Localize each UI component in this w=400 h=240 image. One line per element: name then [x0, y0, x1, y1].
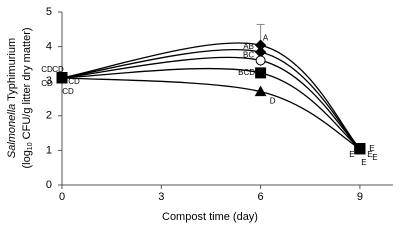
x-axis-label: Compost time (day): [162, 211, 258, 223]
marker: [254, 85, 267, 97]
x-tick-label: 0: [59, 191, 65, 203]
series-line: [61, 48, 361, 150]
series-line: [61, 77, 361, 150]
letter-annotation: CD: [41, 79, 53, 88]
letter-annotation: E: [372, 153, 377, 162]
x-tick-label: 6: [258, 191, 264, 203]
y-tick-label: 5: [46, 6, 52, 18]
series-line: [61, 67, 361, 150]
letter-annotation: E: [369, 144, 374, 153]
x-tick-label: 9: [357, 191, 363, 203]
marker: [354, 143, 366, 155]
y-tick-label: 3: [46, 75, 52, 87]
letter-annotation: CD: [62, 87, 74, 96]
letter-annotation: CD: [41, 65, 53, 74]
y-tick-label: 0: [46, 179, 52, 191]
letter-annotation: AB: [243, 42, 254, 51]
letter-annotation: D: [270, 97, 276, 106]
y-label-italic: Salmonella: [6, 104, 18, 158]
letter-annotation: E: [361, 158, 366, 167]
y-label-rest: Typhimurium: [6, 38, 18, 101]
y-label-part: (log: [21, 150, 33, 168]
y-tick-label: 4: [46, 41, 52, 53]
y-axis-label: (log10 CFU/g litter dry matter): [21, 27, 36, 168]
y-tick-label: 2: [46, 110, 52, 122]
letter-annotation: CD: [52, 65, 64, 74]
y-label-part: CFU/g litter dry matter): [21, 27, 33, 139]
letter-annotation: A: [263, 33, 269, 42]
letter-annotation: CD: [68, 77, 80, 86]
letter-annotation: BCD: [238, 68, 255, 77]
marker: [255, 67, 267, 79]
marker: [255, 55, 266, 66]
x-tick-label: 3: [158, 191, 164, 203]
y-axis-label: Salmonella Typhimurium: [6, 38, 18, 158]
y-tick-label: 1: [46, 144, 52, 156]
marker: [56, 72, 68, 84]
letter-annotation: E: [367, 150, 372, 159]
letter-annotation: E: [349, 150, 354, 159]
series-line: [61, 56, 361, 150]
letter-annotation: BC: [243, 51, 254, 60]
y-label-sub: 10: [27, 142, 34, 150]
chart: Salmonella Typhimurium (log10 CFU/g litt…: [6, 6, 393, 223]
